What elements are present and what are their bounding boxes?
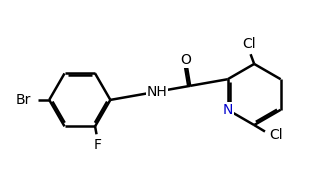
Text: F: F [94,138,102,152]
Text: Cl: Cl [242,37,255,51]
Text: Br: Br [16,93,31,107]
Text: N: N [223,103,233,117]
Text: Cl: Cl [270,128,283,142]
Text: O: O [180,53,191,67]
Text: NH: NH [147,85,168,99]
